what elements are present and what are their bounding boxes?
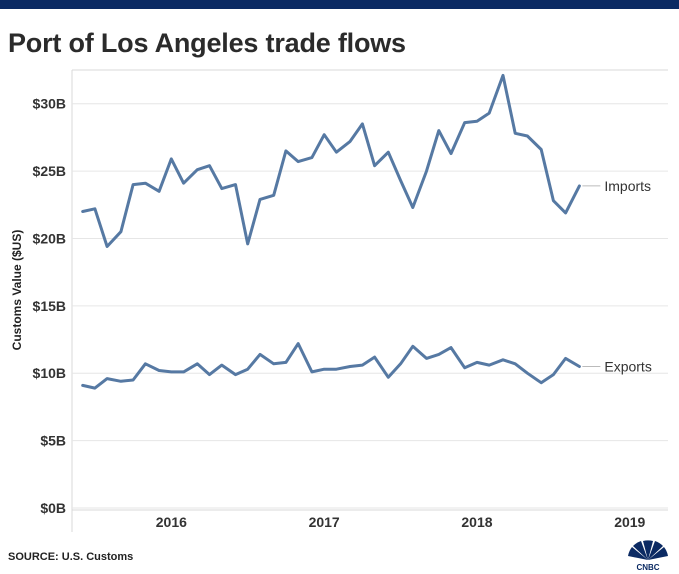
series-line-imports <box>81 73 581 248</box>
svg-text:CNBC: CNBC <box>636 563 659 572</box>
y-tick-label: $25B <box>33 163 66 179</box>
series-label-exports: Exports <box>604 358 651 374</box>
label-layer: Imports Exports <box>582 178 652 374</box>
y-tick-label: $30B <box>33 96 66 112</box>
y-tick-label: $15B <box>33 298 66 314</box>
x-tick-label: 2016 <box>156 514 187 530</box>
y-tick-label: $0B <box>40 500 66 516</box>
top-bar <box>0 0 679 9</box>
series-label-imports: Imports <box>604 178 651 194</box>
x-tick-label: 2017 <box>309 514 340 530</box>
series-layer <box>81 73 581 390</box>
grid-layer <box>71 69 668 532</box>
page-title: Port of Los Angeles trade flows <box>8 28 406 58</box>
x-tick-label: 2019 <box>614 514 645 530</box>
source-note: SOURCE: U.S. Customs <box>8 551 134 563</box>
y-axis-label: Customs Value ($US) <box>10 230 24 351</box>
y-tick-label: $10B <box>33 365 66 381</box>
axis-layer: $0B $5B $10B $15B $20B $25B $30B 2016 2017 2018 20… <box>33 96 668 530</box>
series-line-exports <box>81 342 581 390</box>
cnbc-peacock-logo: CNBC <box>628 540 668 572</box>
y-tick-label: $5B <box>40 433 66 449</box>
y-tick-label: $20B <box>33 230 66 246</box>
x-tick-label: 2018 <box>461 514 492 530</box>
